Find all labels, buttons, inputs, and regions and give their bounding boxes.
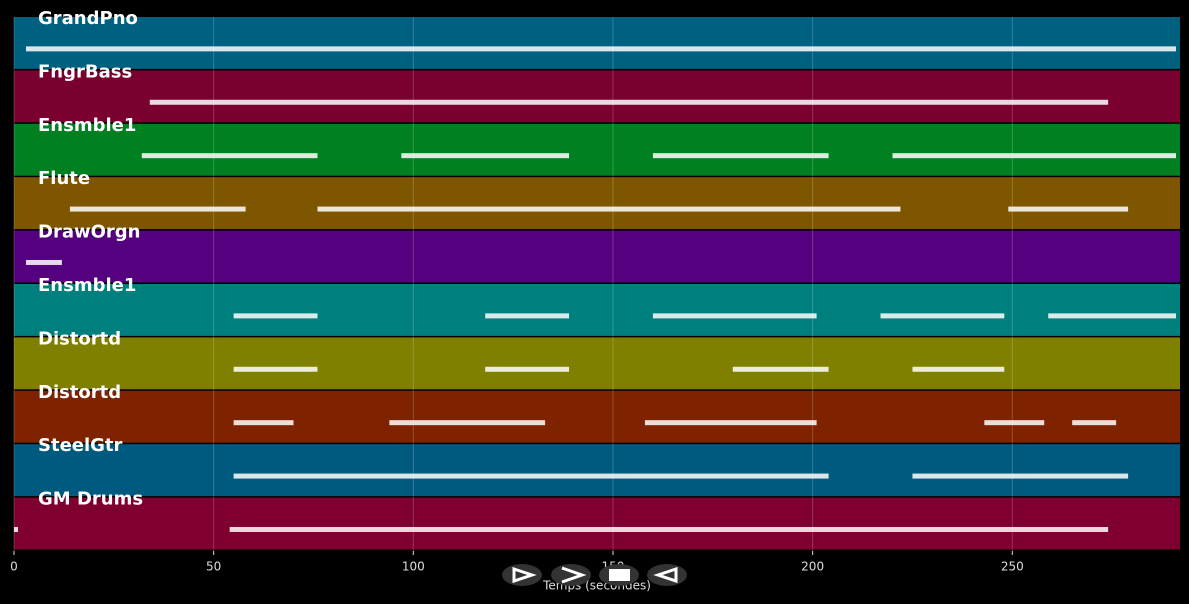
note-cluster <box>233 473 829 479</box>
track-band <box>14 390 1180 443</box>
note-cluster <box>892 153 1177 159</box>
note-cluster <box>644 420 817 426</box>
note-cluster <box>25 259 62 265</box>
note-cluster <box>14 526 18 532</box>
note-cluster <box>880 313 1005 319</box>
stop-button[interactable] <box>599 564 639 586</box>
note-cluster <box>485 366 570 372</box>
x-tick-label: 0 <box>10 560 18 574</box>
note-cluster <box>233 420 294 426</box>
track-name: Distortd <box>38 382 121 403</box>
track-band <box>14 497 1180 550</box>
track-name: Flute <box>38 168 90 189</box>
note-cluster <box>1008 206 1129 212</box>
note-cluster <box>1072 420 1117 426</box>
note-cluster <box>984 420 1045 426</box>
note-cluster <box>652 313 817 319</box>
track-name: SteelGtr <box>38 435 123 456</box>
track-name: DrawOrgn <box>38 222 140 243</box>
track-name: Distortd <box>38 328 121 349</box>
x-tick-label: 50 <box>206 560 221 574</box>
note-cluster <box>485 313 570 319</box>
track-name: Ensmble1 <box>38 275 136 296</box>
track-band <box>14 337 1180 390</box>
note-cluster <box>233 313 318 319</box>
note-cluster <box>652 153 829 159</box>
track-band <box>14 177 1180 230</box>
note-cluster <box>233 366 318 372</box>
track-name: FngrBass <box>38 61 132 82</box>
track-name: GrandPno <box>38 8 138 29</box>
track-name: Ensmble1 <box>38 115 136 136</box>
rewind-button[interactable] <box>647 564 687 586</box>
forward-button[interactable] <box>551 564 591 586</box>
note-cluster <box>141 153 318 159</box>
play-button[interactable] <box>502 564 542 586</box>
note-cluster <box>1048 313 1177 319</box>
note-cluster <box>69 206 246 212</box>
playback-controls <box>502 564 687 586</box>
track-band <box>14 70 1180 123</box>
note-cluster <box>401 153 570 159</box>
track-band <box>14 284 1180 336</box>
x-tick-label: 200 <box>801 560 824 574</box>
track-name: GM Drums <box>38 489 143 510</box>
note-cluster <box>229 526 1109 532</box>
note-cluster <box>732 366 829 372</box>
note-cluster <box>912 473 1129 479</box>
x-tick-label: 100 <box>402 560 425 574</box>
note-cluster <box>912 366 1005 372</box>
note-cluster <box>25 46 1177 52</box>
track-band <box>14 444 1180 497</box>
track-band <box>14 123 1180 176</box>
track-band <box>14 230 1180 283</box>
x-tick-label: 250 <box>1001 560 1024 574</box>
note-cluster <box>317 206 901 212</box>
note-cluster <box>389 420 546 426</box>
track-band <box>14 17 1180 69</box>
note-cluster <box>149 99 1109 105</box>
